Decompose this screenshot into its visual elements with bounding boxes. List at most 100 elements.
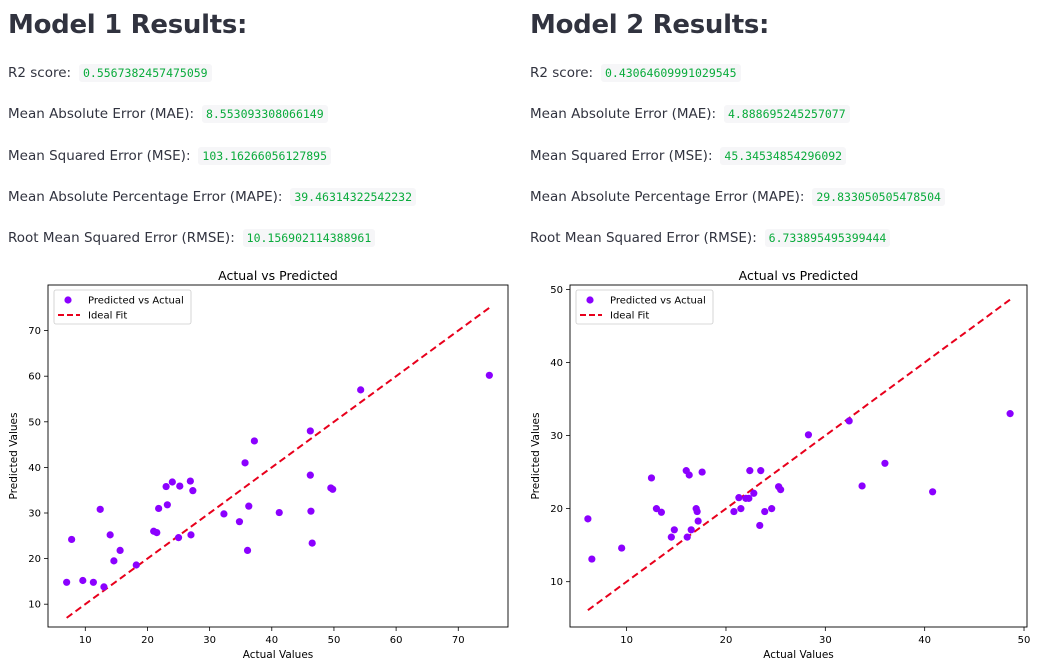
model-2-scatter-chart: Actual vs Predicted 10 20 30 40 50 10 20 30 40 50 A… [530, 268, 1031, 661]
data-point [132, 561, 140, 569]
metric-value: 4.888695245257077 [723, 105, 850, 123]
metric-value: 6.733895495399444 [764, 229, 891, 247]
data-point [162, 482, 170, 491]
data-point [618, 544, 626, 552]
metric-label: Mean Squared Error (MSE): [8, 148, 191, 164]
data-point [777, 486, 785, 494]
data-point [275, 508, 283, 517]
y-tick-label: 10 [550, 577, 563, 588]
model-1-r2-metric: R2 score: 0.5567382457475059 [8, 64, 212, 82]
chart-title: Actual vs Predicted [218, 268, 338, 283]
data-point [235, 518, 244, 526]
legend-label-ideal: Ideal Fit [610, 311, 649, 322]
data-point [757, 467, 765, 475]
data-point [176, 482, 184, 490]
ideal-fit-line [66, 306, 490, 619]
data-point [881, 459, 889, 467]
y-tick-label: 50 [550, 285, 563, 296]
legend-label-points: Predicted vs Actual [610, 296, 706, 307]
model-1-rmse-metric: Root Mean Squared Error (RMSE): 10.15690… [8, 229, 376, 247]
x-tick-label: 40 [918, 635, 931, 646]
data-point [100, 583, 108, 591]
data-point [116, 546, 124, 554]
metric-label: Mean Absolute Percentage Error (MAPE): [8, 189, 283, 205]
model-2-mse-metric: Mean Squared Error (MSE): 45.34534854296… [530, 147, 847, 165]
data-point [685, 471, 693, 479]
data-point [687, 526, 695, 534]
data-point [746, 467, 754, 475]
data-point [652, 505, 661, 513]
metric-value: 10.156902114388961 [242, 229, 376, 247]
data-point [858, 482, 866, 490]
data-point [174, 534, 183, 542]
metric-value: 45.34534854296092 [720, 147, 847, 165]
x-tick-label: 20 [141, 635, 154, 646]
data-point [657, 508, 665, 516]
x-tick-label: 30 [819, 635, 832, 646]
metric-label: Root Mean Squared Error (RMSE): [8, 230, 235, 246]
data-point [187, 531, 195, 539]
model-1-scatter-chart: Actual vs Predicted 10 20 30 40 50 60 70 10 20 30 4… [8, 268, 509, 661]
data-point [1006, 410, 1014, 418]
y-tick-label: 40 [28, 463, 41, 474]
x-tick-label: 50 [328, 635, 341, 646]
metric-label: Root Mean Squared Error (RMSE): [530, 230, 757, 246]
data-point [485, 371, 493, 379]
model-2-r2-metric: R2 score: 0.43064609991029545 [530, 64, 741, 82]
data-point [588, 555, 596, 563]
metric-value: 29.833050505478504 [812, 188, 945, 206]
metric-value: 8.553093308066149 [201, 105, 328, 123]
x-tick-label: 40 [265, 635, 278, 646]
data-point [357, 386, 365, 394]
x-tick-label: 70 [452, 635, 465, 646]
metric-label: R2 score: [530, 65, 594, 81]
metric-label: Mean Absolute Error (MAE): [8, 106, 195, 122]
data-point [307, 507, 315, 515]
data-point [735, 494, 743, 502]
data-point [189, 487, 197, 495]
data-point [241, 459, 249, 467]
model-1-mape-metric: Mean Absolute Percentage Error (MAPE): 3… [8, 188, 417, 206]
x-tick-label: 50 [1018, 635, 1031, 646]
legend-box [575, 289, 714, 325]
data-point [168, 478, 176, 486]
data-point [250, 437, 258, 445]
x-tick-label: 10 [79, 635, 92, 646]
data-point [153, 529, 161, 537]
data-point [79, 576, 87, 585]
model-1-title: Model 1 Results: [8, 10, 248, 40]
plot-frame [569, 284, 1028, 628]
data-point [68, 535, 76, 544]
data-point [329, 485, 337, 493]
data-point [163, 501, 171, 509]
data-point [110, 557, 118, 565]
y-tick-label: 60 [28, 372, 41, 383]
x-tick-label: 30 [203, 635, 216, 646]
data-point [804, 431, 813, 439]
legend-label-points: Predicted vs Actual [88, 296, 184, 307]
metric-label: Mean Absolute Error (MAE): [530, 106, 717, 122]
data-point [745, 494, 753, 502]
model-1-mse-metric: Mean Squared Error (MSE): 103.1626605612… [8, 147, 332, 165]
data-point [694, 517, 702, 525]
y-tick-label: 50 [28, 417, 41, 428]
x-axis-label: Actual Values [243, 649, 314, 661]
data-point [96, 505, 104, 513]
model-2-mape-metric: Mean Absolute Percentage Error (MAPE): 2… [530, 188, 945, 206]
x-tick-label: 20 [720, 635, 733, 646]
data-point [220, 510, 228, 518]
data-point [698, 468, 706, 476]
y-tick-label: 30 [550, 431, 563, 442]
x-tick-label: 60 [390, 635, 403, 646]
data-point [768, 505, 776, 513]
y-tick-label: 20 [550, 504, 563, 515]
data-point [750, 489, 758, 497]
model-2-mae-metric: Mean Absolute Error (MAE): 4.88869524525… [530, 105, 850, 123]
metric-value: 103.16266056127895 [198, 147, 332, 165]
data-point [584, 515, 592, 523]
data-point [667, 533, 675, 541]
y-tick-label: 20 [28, 554, 41, 565]
data-point [730, 507, 738, 516]
data-point [761, 507, 769, 516]
legend-marker-points [64, 296, 72, 304]
